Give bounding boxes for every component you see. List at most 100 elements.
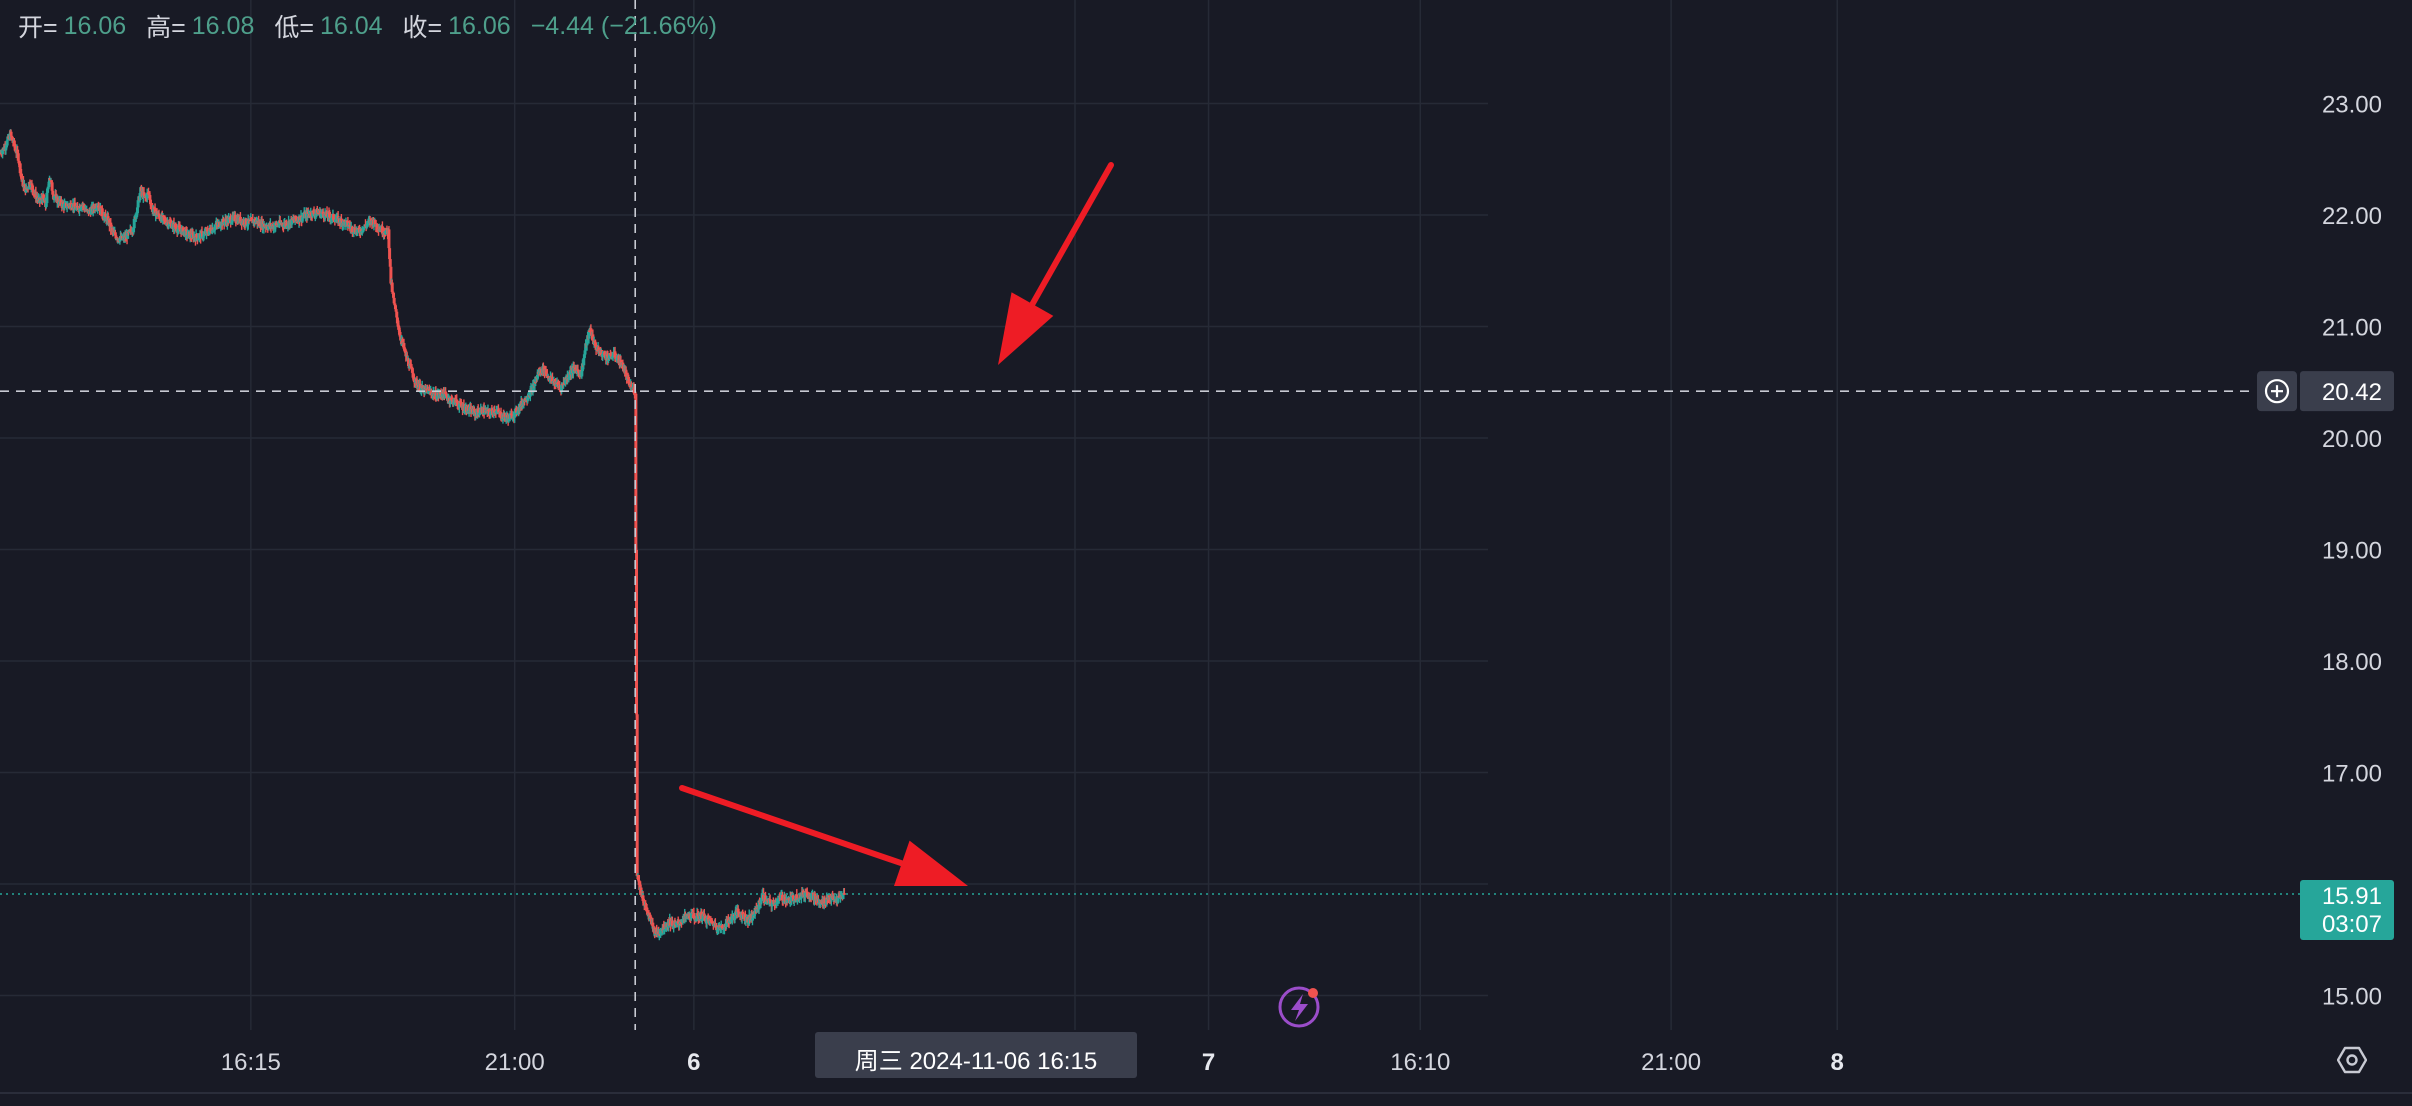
candle-body	[638, 881, 642, 890]
candle-body	[402, 343, 406, 349]
candle[interactable]	[842, 888, 846, 895]
high-value: 16.08	[191, 11, 255, 40]
candle-body	[388, 259, 392, 267]
candle-body	[531, 384, 535, 393]
time-axis-label: 16:15	[221, 1049, 281, 1076]
open-value: 16.06	[63, 11, 127, 40]
candle-body	[637, 880, 641, 883]
candle-body	[385, 227, 389, 231]
candle-body	[30, 183, 34, 186]
price-tick-label: 18.00	[2322, 649, 2382, 676]
lightning-button[interactable]	[1278, 986, 1320, 1028]
candle-body	[202, 233, 206, 237]
settings-icon	[2337, 1046, 2367, 1074]
candle[interactable]	[635, 712, 639, 879]
candle-body	[394, 309, 398, 312]
candle[interactable]	[637, 876, 641, 883]
candle-body	[783, 896, 787, 902]
candle-body	[427, 389, 431, 394]
candle-body	[321, 211, 325, 215]
candle[interactable]	[792, 900, 796, 907]
close-label: 收=	[402, 14, 443, 42]
candle-body	[290, 217, 294, 225]
candle-body	[780, 894, 784, 901]
crosshair-add-button[interactable]	[2257, 371, 2297, 412]
grid-layer	[0, 0, 1838, 1030]
candle-body	[544, 370, 548, 374]
arrow-shaft	[1029, 162, 1114, 308]
candle-body	[19, 173, 23, 178]
candle-body	[672, 926, 676, 929]
candle-body	[362, 226, 366, 229]
candle-body	[601, 353, 605, 357]
crosshair-time-tag	[815, 1032, 1137, 1078]
candle-body	[790, 896, 794, 901]
candle-body	[489, 412, 493, 416]
candle-body	[632, 387, 636, 394]
candle[interactable]	[109, 218, 113, 235]
last-price-value: 15.91	[2322, 883, 2382, 910]
candle-body	[5, 140, 9, 146]
crosshair-price-value: 20.42	[2322, 379, 2382, 406]
candle-body	[582, 358, 586, 366]
candle-body	[769, 900, 773, 905]
candle-body	[617, 355, 621, 364]
candle-body	[398, 331, 402, 337]
settings-button[interactable]	[2334, 1042, 2370, 1078]
candle-body	[755, 907, 759, 912]
price-tick-label: 22.00	[2322, 203, 2382, 230]
candle-body	[109, 222, 113, 230]
candle-body	[492, 410, 496, 414]
candle-body	[528, 389, 532, 397]
candle[interactable]	[142, 187, 146, 197]
candle-body	[50, 182, 54, 191]
candle-body	[591, 334, 595, 341]
candle-body	[350, 226, 354, 233]
candle-body	[135, 207, 139, 214]
candle-body	[547, 376, 551, 379]
candle-body	[711, 921, 715, 925]
plus-icon-circle	[2264, 379, 2290, 404]
candle-body	[627, 379, 631, 386]
candle-body	[434, 391, 438, 399]
candle-body	[132, 218, 136, 229]
price-tick-label: 20.00	[2322, 426, 2382, 453]
candle-body	[621, 362, 625, 366]
time-axis-label: 7	[1202, 1049, 1215, 1076]
candle[interactable]	[392, 291, 396, 299]
candle-body	[332, 214, 336, 220]
last-price-tag	[2300, 880, 2394, 941]
overlay-layer	[0, 0, 2300, 1030]
candle[interactable]	[635, 547, 639, 718]
candle[interactable]	[508, 410, 512, 422]
crosshair-plus-icon	[2264, 379, 2290, 404]
candle[interactable]	[795, 899, 799, 905]
candle-body	[138, 193, 142, 201]
candle-body	[842, 893, 846, 895]
candle[interactable]	[632, 382, 636, 395]
candle-body	[764, 895, 768, 902]
candle-body	[401, 339, 405, 345]
candle-body	[705, 917, 709, 924]
candle-body	[619, 359, 623, 365]
candle[interactable]	[321, 208, 325, 215]
candle-body	[65, 206, 69, 209]
candle-body	[388, 248, 392, 260]
lightning-ring	[1278, 986, 1320, 1028]
candle-body	[577, 370, 581, 373]
candles-layer[interactable]	[0, 129, 846, 941]
candle-body	[744, 920, 748, 923]
candle-body	[294, 216, 298, 220]
candle-body	[238, 216, 242, 224]
candle-body	[645, 907, 649, 912]
candle[interactable]	[591, 329, 595, 342]
axis-layer: 23.00 22.00 21.00 20.00 19.00 18.00 17.00 15.00…	[221, 92, 2394, 1078]
candle-body	[244, 218, 248, 225]
candle-body	[248, 219, 252, 222]
candle-body	[418, 383, 422, 392]
candle-body	[580, 363, 584, 372]
candle-body	[12, 140, 16, 146]
notification-dot	[1308, 988, 1318, 998]
candle-body	[550, 377, 554, 382]
